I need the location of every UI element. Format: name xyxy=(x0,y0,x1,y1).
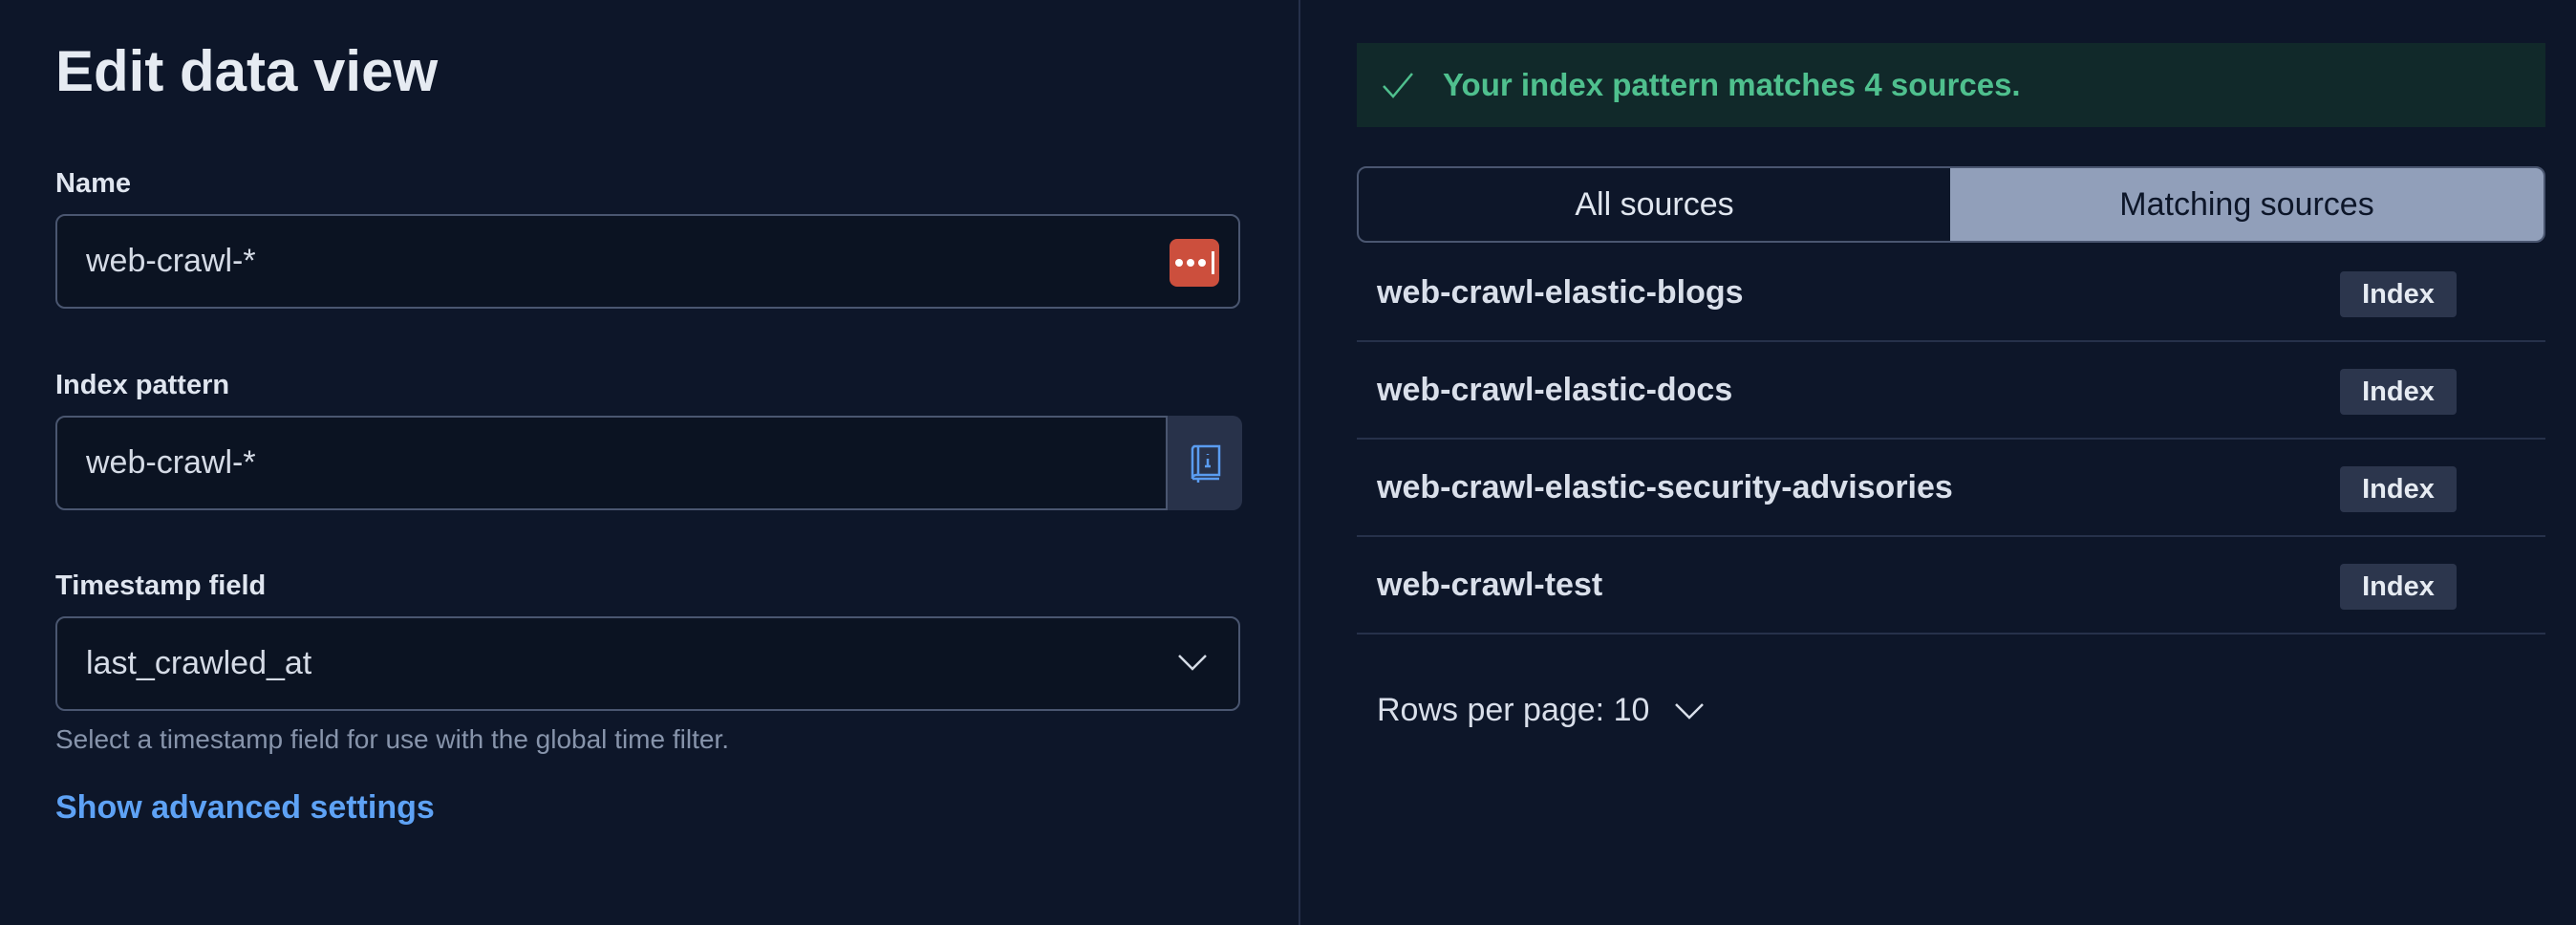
tab-all-sources[interactable]: All sources xyxy=(1575,185,1734,223)
source-row: web-crawl-elastic-docs Index xyxy=(1357,342,2545,440)
check-icon xyxy=(1383,73,1413,98)
match-callout: Your index pattern matches 4 sources. xyxy=(1357,43,2545,127)
book-info-icon xyxy=(1191,444,1221,483)
source-row: web-crawl-elastic-security-advisories Ind… xyxy=(1357,440,2545,537)
type-badge: Index xyxy=(2340,564,2457,610)
index-pattern-label: Index pattern xyxy=(55,370,230,400)
show-advanced-settings-link[interactable]: Show advanced settings xyxy=(55,789,435,826)
rows-per-page-button[interactable]: Rows per page: 10 xyxy=(1377,692,1705,729)
callout-text: Your index pattern matches 4 sources. xyxy=(1443,67,2021,102)
password-manager-icon[interactable] xyxy=(1170,239,1219,287)
source-name: web-crawl-test xyxy=(1377,566,1603,603)
timestamp-value: last_crawled_at xyxy=(86,645,312,681)
index-pattern-input[interactable]: web-crawl-* xyxy=(55,416,1242,510)
source-row: web-crawl-elastic-blogs Index xyxy=(1357,245,2545,342)
chevron-down-icon xyxy=(1178,655,1207,671)
page-title: Edit data view xyxy=(55,39,439,103)
name-value: web-crawl-* xyxy=(86,243,256,279)
timestamp-help-text: Select a timestamp field for use with th… xyxy=(55,724,729,754)
source-name: web-crawl-elastic-blogs xyxy=(1377,273,1744,311)
timestamp-label: Timestamp field xyxy=(55,570,267,601)
index-pattern-value: web-crawl-* xyxy=(86,444,256,481)
name-label: Name xyxy=(55,168,131,199)
source-name: web-crawl-elastic-docs xyxy=(1377,371,1733,408)
type-badge: Index xyxy=(2340,271,2457,317)
source-name: web-crawl-elastic-security-advisories xyxy=(1377,468,1953,506)
source-row: web-crawl-test Index xyxy=(1357,537,2545,635)
rows-per-page-label: Rows per page: 10 xyxy=(1377,692,1650,728)
source-tabs: All sources Matching sources xyxy=(1357,166,2545,243)
name-input[interactable]: web-crawl-* xyxy=(55,214,1240,309)
type-badge: Index xyxy=(2340,466,2457,512)
panel-divider xyxy=(1299,0,1300,925)
timestamp-select[interactable]: last_crawled_at xyxy=(55,616,1240,711)
type-badge: Index xyxy=(2340,369,2457,415)
tab-matching-sources[interactable]: Matching sources xyxy=(1950,168,2544,241)
chevron-down-icon xyxy=(1675,702,1705,720)
help-book-button[interactable] xyxy=(1166,416,1242,510)
